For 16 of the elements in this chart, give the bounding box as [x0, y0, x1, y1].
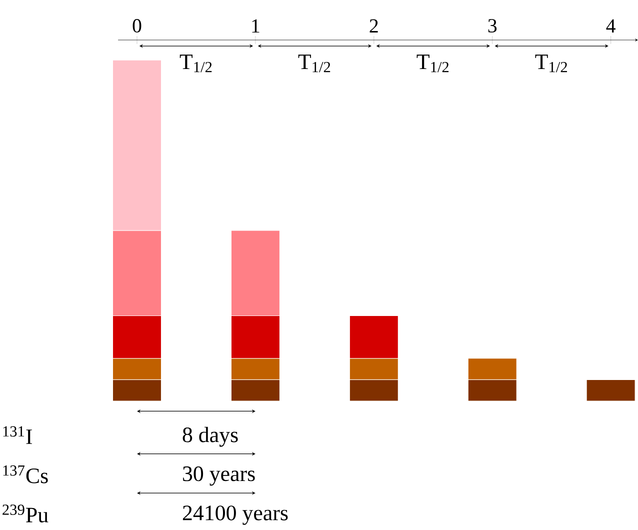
- annotation: T$_{1/2}$: [180, 54, 212, 72]
- x-tick-label: 2: [370, 19, 378, 32]
- annotation: T$_{1/2}$: [298, 54, 330, 72]
- x-tick-label: 0: [132, 19, 142, 32]
- text: $^{239}$Pu: [2, 504, 48, 522]
- text: 8 days: [182, 426, 238, 447]
- annotation: T$_{1/2}$: [416, 54, 449, 72]
- x-tick-label: 4: [606, 19, 616, 32]
- bar: [586, 379, 636, 402]
- annotation: T$_{1/2}$: [535, 54, 567, 72]
- x-tick-label: 1: [252, 19, 260, 32]
- x-tick-label: 3: [488, 19, 497, 32]
- text: $^{137}$Cs: [3, 465, 48, 484]
- text: 24100 years: [182, 506, 288, 525]
- text: 30 years: [183, 466, 255, 486]
- text: $^{131}$I: [3, 426, 32, 444]
